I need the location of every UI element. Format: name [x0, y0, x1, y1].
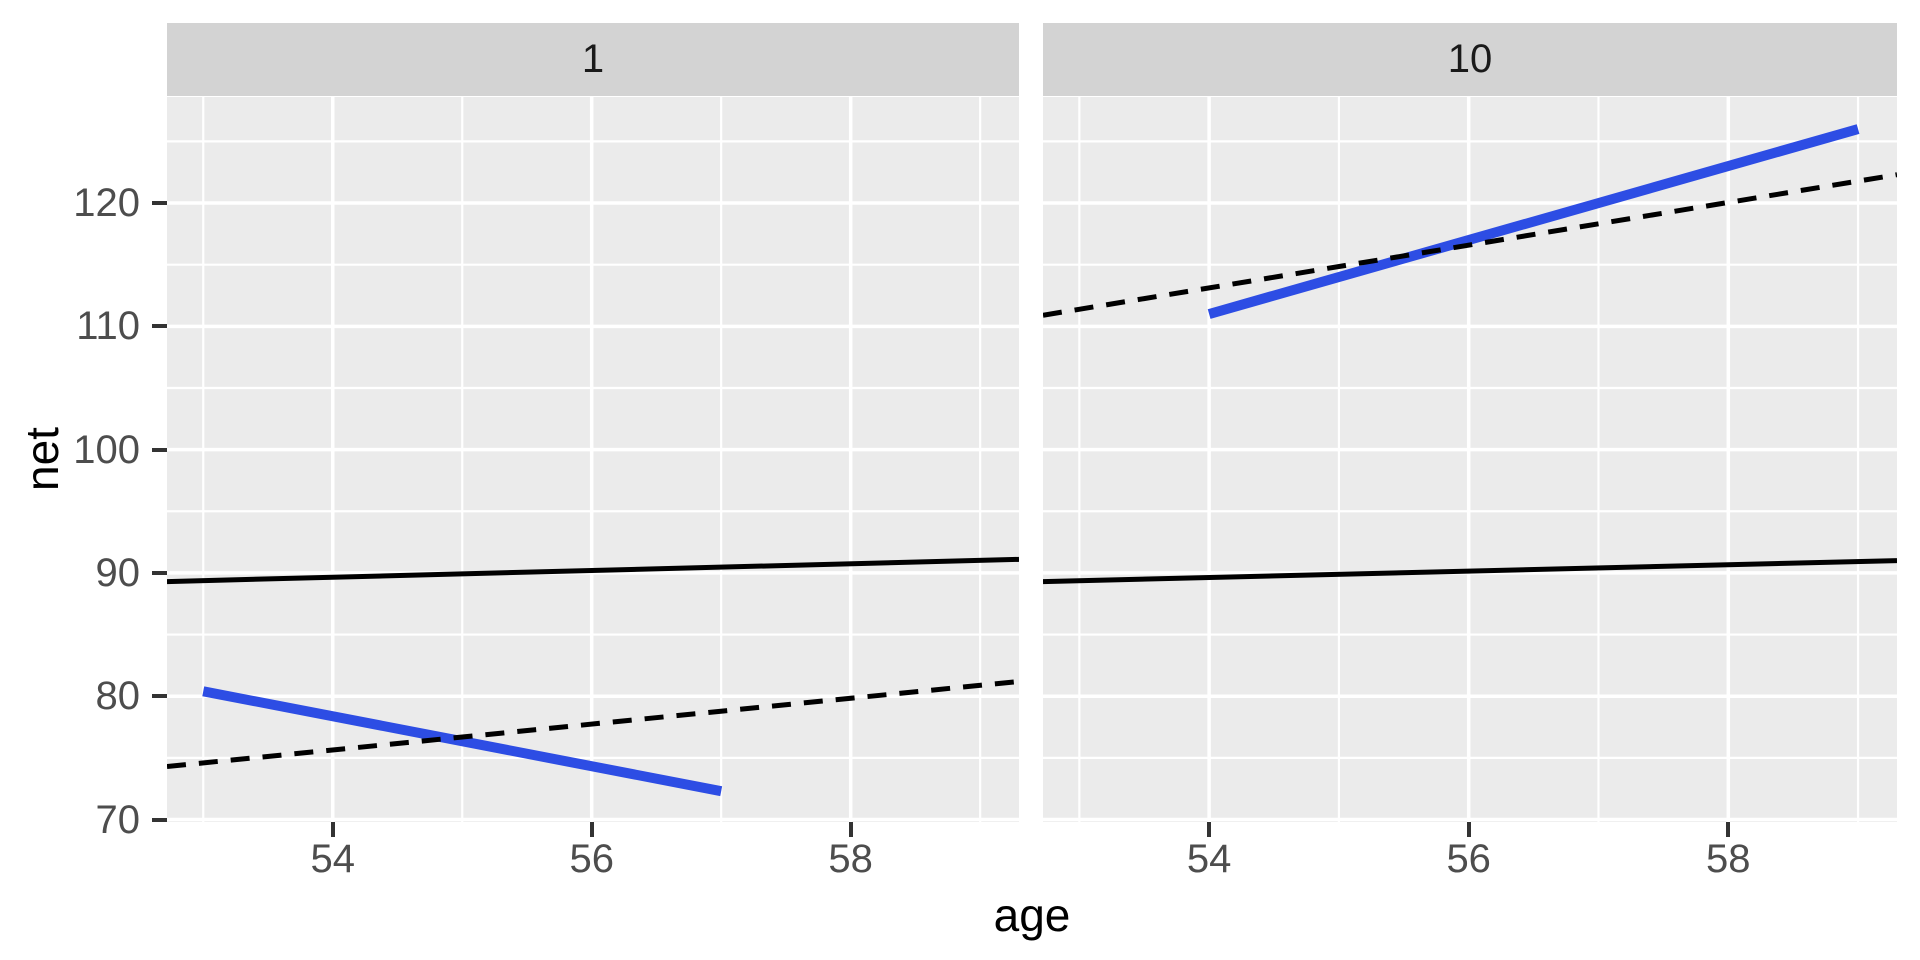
- x-axis-tick-label: 56: [1446, 837, 1491, 881]
- x-axis-tick-mark: [848, 822, 853, 837]
- solid-black-line: [1043, 558, 1897, 585]
- y-axis-tick-mark: [152, 447, 167, 452]
- x-axis-tick-mark: [330, 822, 335, 837]
- dashed-black-line: [1043, 172, 1897, 318]
- y-axis-tick-mark: [152, 570, 167, 575]
- y-axis-tick-label: 90: [95, 550, 141, 595]
- panel-canvas: [1043, 97, 1897, 822]
- x-axis-tick-label: 54: [310, 837, 355, 881]
- y-axis-tick-label: 70: [95, 797, 141, 842]
- x-axis-tick-label: 58: [1706, 837, 1751, 881]
- x-axis-tick-mark: [589, 822, 594, 837]
- x-axis-tick-label: 58: [828, 837, 873, 881]
- facet-strip-label: 10: [1447, 37, 1493, 81]
- facet-strip: 1: [167, 23, 1019, 96]
- x-axis-tick-mark: [1466, 822, 1471, 837]
- thick-blue-line: [1207, 124, 1860, 319]
- solid-black-line: [167, 556, 1019, 585]
- y-axis-tick-mark: [152, 694, 167, 699]
- y-axis-tick-mark: [152, 817, 167, 822]
- x-axis-tick-mark: [1207, 822, 1212, 837]
- y-axis-tick-label: 120: [73, 181, 140, 226]
- thick-blue-line: [202, 686, 723, 797]
- facet-strip-label: 1: [581, 37, 605, 81]
- x-axis-tick-mark: [1726, 822, 1731, 837]
- dashed-black-line: [167, 678, 1019, 770]
- panel-canvas: [167, 97, 1019, 822]
- y-axis-tick-label: 80: [95, 674, 141, 719]
- y-axis-tick-mark: [152, 201, 167, 206]
- x-axis-tick-label: 54: [1186, 837, 1232, 881]
- plot-panel: [1043, 97, 1897, 822]
- facet-strip: 10: [1043, 23, 1897, 96]
- x-axis-tick-label: 56: [569, 837, 614, 881]
- x-axis-title: age: [993, 889, 1071, 941]
- y-axis-tick-label: 100: [73, 427, 140, 472]
- y-axis-tick-label: 110: [76, 304, 140, 349]
- y-axis-tick-mark: [152, 324, 167, 329]
- plot-panel: [167, 97, 1019, 822]
